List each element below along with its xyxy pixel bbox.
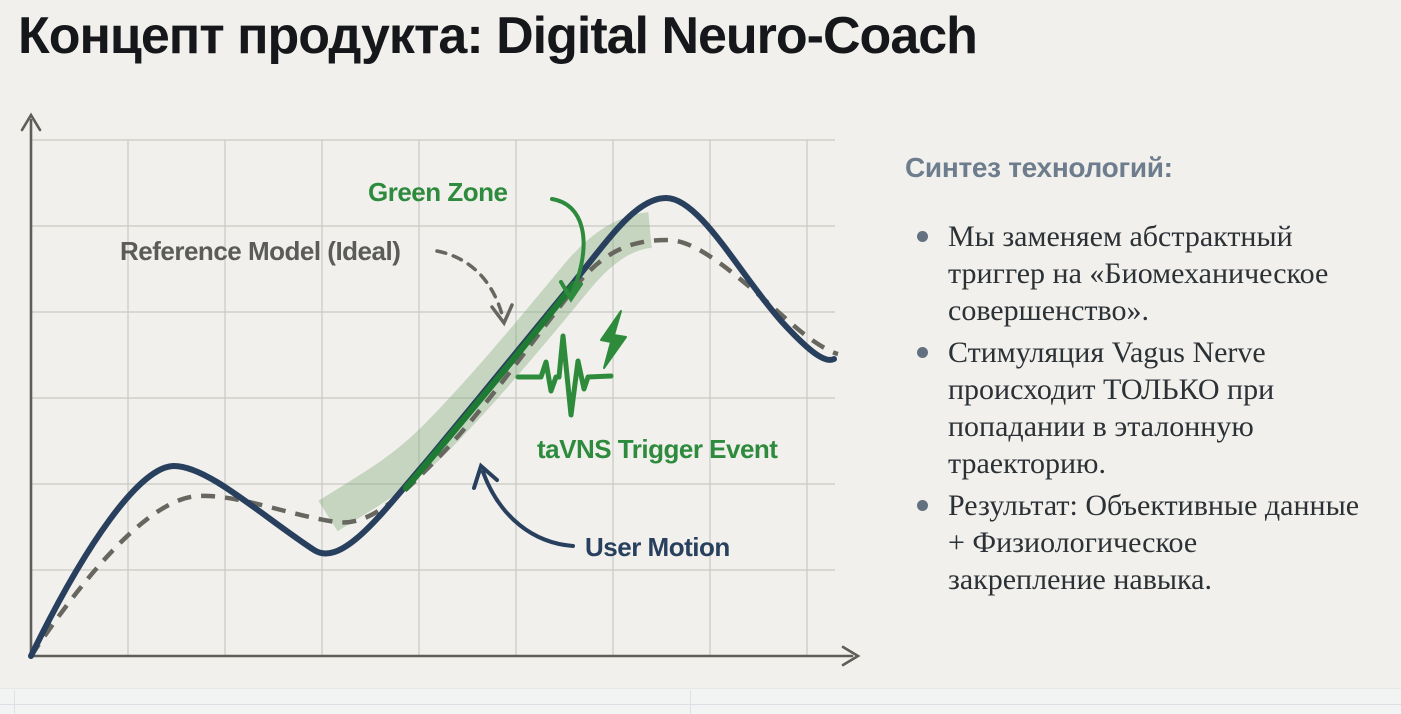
reference-model-line <box>29 237 839 658</box>
bullet-text: Стимуляция Vagus Nerve происходит ТОЛЬКО… <box>948 336 1275 480</box>
page-title: Концепт продукта: Digital Neuro-Coach <box>18 7 978 65</box>
concept-chart: Green Zone Reference Model (Ideal) taVNS… <box>20 112 861 667</box>
bullet-dot-icon <box>917 231 928 242</box>
y-axis-arrow-icon <box>20 112 42 132</box>
bullet-text: Результат: Объективные данные + Физиолог… <box>948 489 1360 596</box>
reference-model-label: Reference Model (Ideal) <box>120 236 400 266</box>
list-item: Мы заменяем абстрактный триггер на «Биом… <box>905 218 1373 329</box>
bottom-panel-vertical-divider <box>690 690 691 714</box>
bullet-text: Мы заменяем абстрактный триггер на «Биом… <box>948 220 1329 327</box>
bottom-panel-vertical-divider <box>14 690 15 714</box>
bullet-dot-icon <box>917 347 928 358</box>
lightning-bolt-icon <box>600 310 627 369</box>
bottom-panel-divider <box>0 704 1401 705</box>
concept-chart-canvas: Green Zone Reference Model (Ideal) taVNS… <box>20 112 861 667</box>
bottom-panel <box>0 688 1401 714</box>
bullet-list: Мы заменяем абстрактный триггер на «Биом… <box>905 218 1373 598</box>
ecg-pulse-icon <box>515 333 614 418</box>
list-item: Стимуляция Vagus Nerve происходит ТОЛЬКО… <box>905 334 1373 482</box>
user-motion-label: User Motion <box>585 532 730 562</box>
x-axis-arrow-icon <box>841 645 861 667</box>
green-zone-arrow-icon <box>550 197 586 303</box>
user-motion-arrow-icon <box>472 462 575 548</box>
chart-axes <box>20 112 861 667</box>
bullet-dot-icon <box>917 500 928 511</box>
matched-trajectory-line <box>402 280 578 492</box>
reference-model-arrow-icon <box>435 249 514 327</box>
list-item: Результат: Объективные данные + Физиолог… <box>905 487 1373 598</box>
green-zone-label: Green Zone <box>368 177 508 207</box>
panel-heading: Синтез технологий: <box>905 152 1173 183</box>
tavns-trigger-label: taVNS Trigger Event <box>537 434 778 464</box>
chart-grid <box>31 139 835 656</box>
synthesis-panel: Синтез технологий: Мы заменяем абстрактн… <box>905 152 1373 603</box>
